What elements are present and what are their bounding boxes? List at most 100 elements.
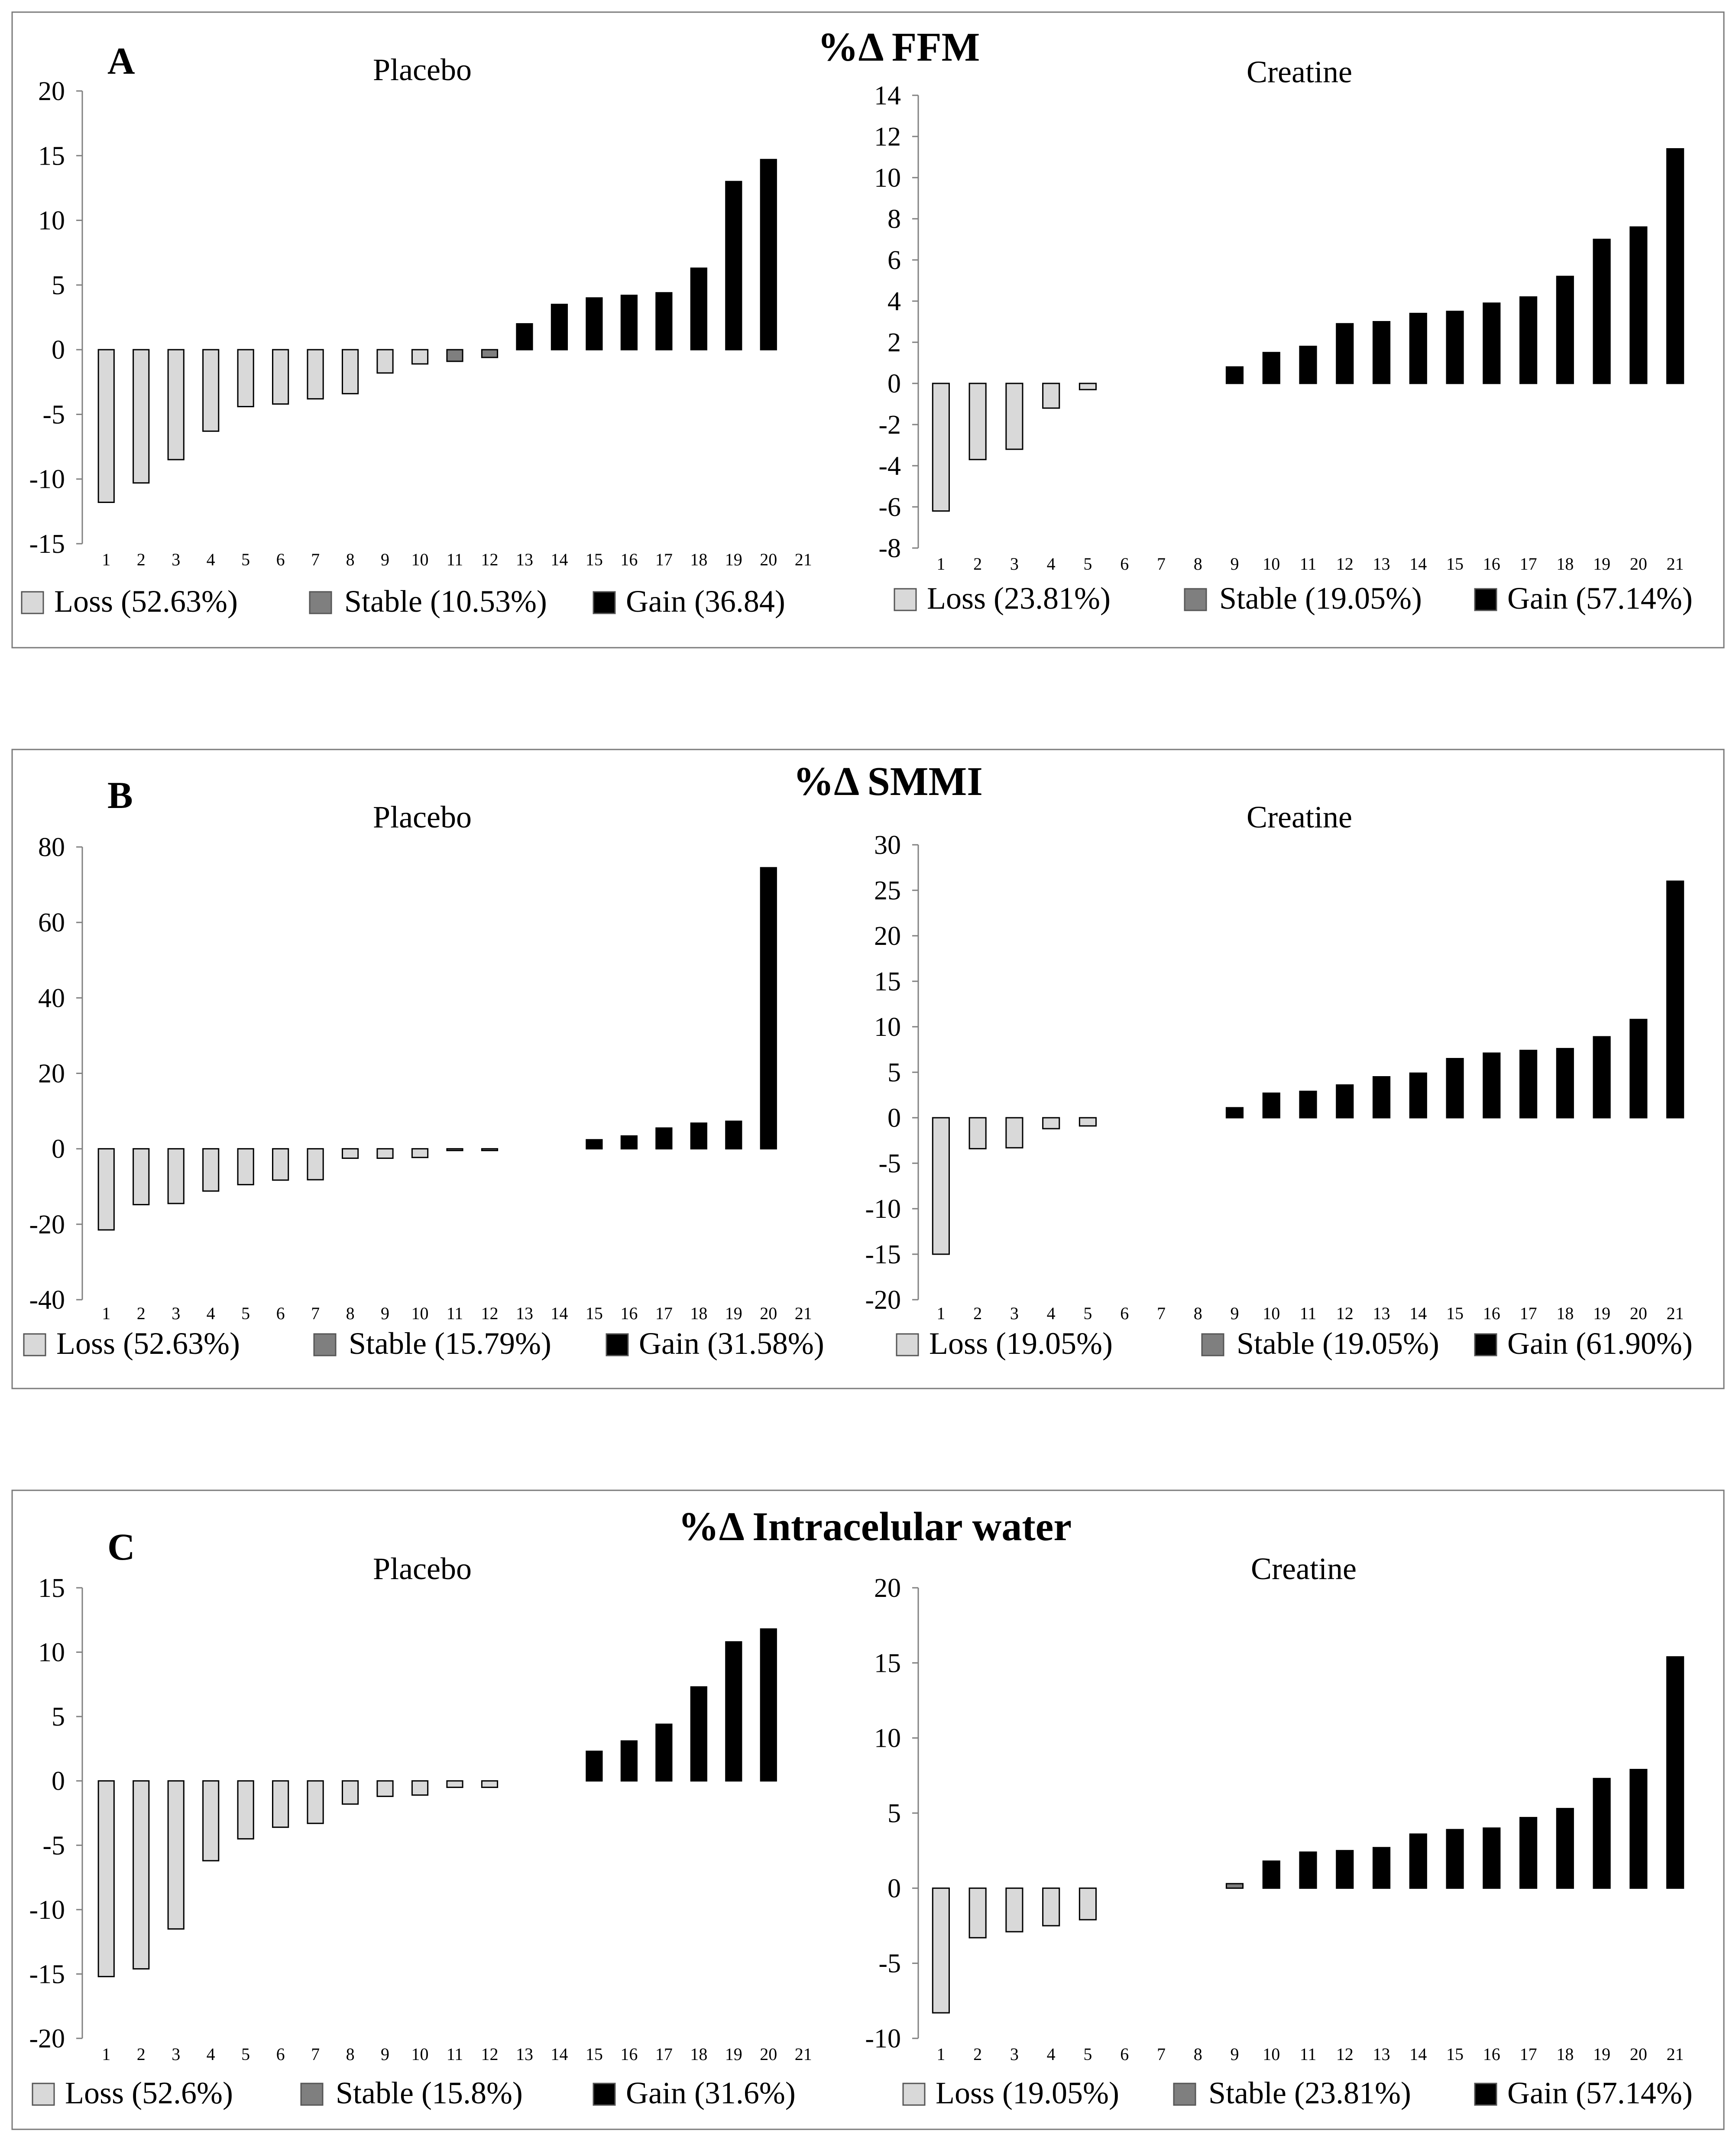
x-tick-label: 10 bbox=[1263, 1304, 1280, 1323]
x-tick-label: 17 bbox=[1520, 1304, 1537, 1323]
legend-swatch-loss bbox=[902, 2083, 926, 2106]
bar bbox=[1042, 1117, 1060, 1129]
bar bbox=[272, 349, 289, 405]
bar bbox=[202, 1780, 220, 1862]
bar bbox=[725, 181, 742, 350]
x-tick-label: 3 bbox=[172, 1304, 180, 1323]
y-tick-label: 14 bbox=[874, 81, 901, 110]
y-tick-label: 40 bbox=[38, 983, 65, 1013]
bar bbox=[1519, 1050, 1538, 1119]
bar bbox=[1005, 1887, 1023, 1933]
x-tick-label: 11 bbox=[447, 2044, 463, 2064]
bar bbox=[1262, 352, 1280, 384]
bar bbox=[481, 1780, 499, 1788]
bar bbox=[1483, 302, 1501, 384]
legend-label-gain: Gain (61.90%) bbox=[1507, 1326, 1693, 1361]
panel-letter: C bbox=[107, 1526, 135, 1568]
bar bbox=[1556, 276, 1574, 384]
bar bbox=[1079, 1117, 1097, 1127]
x-tick-label: 2 bbox=[973, 2044, 982, 2064]
y-tick-label: -20 bbox=[29, 1210, 65, 1239]
x-tick-label: 14 bbox=[551, 1304, 568, 1323]
x-tick-label: 1 bbox=[936, 2044, 945, 2064]
bar bbox=[272, 1780, 289, 1828]
y-tick-label: -15 bbox=[29, 529, 65, 559]
bar bbox=[1042, 383, 1060, 409]
bar bbox=[1372, 321, 1391, 384]
bar bbox=[968, 383, 987, 461]
y-tick-label: 10 bbox=[38, 206, 65, 236]
bar bbox=[932, 1117, 950, 1255]
x-tick-label: 4 bbox=[1047, 2044, 1056, 2064]
legend-label-loss: Loss (52.63%) bbox=[56, 1326, 240, 1361]
panel-title: %Δ Intracelular water bbox=[678, 1504, 1072, 1549]
x-tick-label: 9 bbox=[1230, 2044, 1239, 2064]
x-tick-label: 6 bbox=[276, 2044, 285, 2064]
bar bbox=[620, 1740, 638, 1782]
x-tick-label: 15 bbox=[586, 1304, 603, 1323]
x-tick-label: 10 bbox=[1263, 554, 1280, 574]
y-tick-label: -10 bbox=[29, 1895, 65, 1925]
x-tick-label: 4 bbox=[207, 1304, 215, 1323]
bar bbox=[307, 1780, 324, 1824]
legend-swatch-gain bbox=[593, 591, 616, 614]
x-tick-label: 8 bbox=[346, 550, 355, 569]
legend-label-gain: Gain (36.84) bbox=[626, 584, 785, 619]
x-tick-label: 1 bbox=[102, 550, 110, 569]
legend-swatch-loss bbox=[896, 1333, 919, 1356]
x-tick-label: 9 bbox=[381, 550, 389, 569]
y-tick-label: 8 bbox=[887, 204, 901, 234]
x-tick-label: 18 bbox=[690, 550, 707, 569]
x-tick-label: 10 bbox=[411, 1304, 429, 1323]
bar bbox=[1225, 1883, 1244, 1889]
x-tick-label: 9 bbox=[1230, 554, 1239, 574]
bar bbox=[1666, 1656, 1684, 1889]
y-tick-label: -20 bbox=[865, 1285, 901, 1315]
x-tick-label: 15 bbox=[586, 2044, 603, 2064]
x-tick-label: 17 bbox=[1520, 554, 1537, 574]
legend-swatch-gain bbox=[606, 1333, 629, 1356]
bar bbox=[341, 1780, 359, 1805]
bar bbox=[237, 349, 254, 408]
x-tick-label: 12 bbox=[481, 2044, 498, 2064]
bar bbox=[97, 349, 115, 503]
bar bbox=[133, 1780, 150, 1970]
x-tick-label: 16 bbox=[620, 1304, 638, 1323]
bar bbox=[760, 867, 777, 1150]
x-tick-label: 1 bbox=[936, 1304, 945, 1323]
x-tick-label: 2 bbox=[137, 2044, 146, 2064]
legend-label-loss: Loss (19.05%) bbox=[929, 1326, 1113, 1361]
legend-swatch-gain bbox=[1474, 1333, 1497, 1356]
x-tick-label: 6 bbox=[1120, 2044, 1129, 2064]
x-tick-label: 13 bbox=[1373, 1304, 1390, 1323]
y-tick-label: 30 bbox=[874, 831, 901, 860]
bar bbox=[1593, 1036, 1611, 1119]
y-tick-label: -10 bbox=[865, 1194, 901, 1224]
x-tick-label: 15 bbox=[1446, 1304, 1464, 1323]
legend-label-gain: Gain (31.6%) bbox=[626, 2076, 796, 2110]
bar bbox=[1336, 1084, 1354, 1119]
legend-swatch-gain bbox=[1474, 588, 1497, 611]
legend-swatch-loss bbox=[21, 591, 44, 614]
y-tick-label: 5 bbox=[52, 1702, 65, 1732]
bar bbox=[1409, 313, 1427, 384]
y-tick-label: 10 bbox=[874, 163, 901, 193]
bar bbox=[307, 1148, 324, 1181]
x-tick-label: 4 bbox=[207, 550, 215, 569]
x-tick-label: 10 bbox=[411, 2044, 429, 2064]
legend-swatch-stable bbox=[313, 1333, 337, 1356]
legend-label-stable: Stable (19.05%) bbox=[1237, 1326, 1439, 1361]
x-tick-label: 8 bbox=[1194, 554, 1202, 574]
x-tick-label: 8 bbox=[1194, 2044, 1202, 2064]
bar bbox=[690, 1686, 707, 1782]
y-tick-label: 0 bbox=[887, 369, 901, 399]
x-tick-label: 12 bbox=[481, 550, 498, 569]
bar bbox=[725, 1120, 742, 1150]
y-tick-label: 20 bbox=[874, 1573, 901, 1603]
bar bbox=[167, 1780, 185, 1930]
legend-label-loss: Loss (19.05%) bbox=[936, 2076, 1119, 2110]
